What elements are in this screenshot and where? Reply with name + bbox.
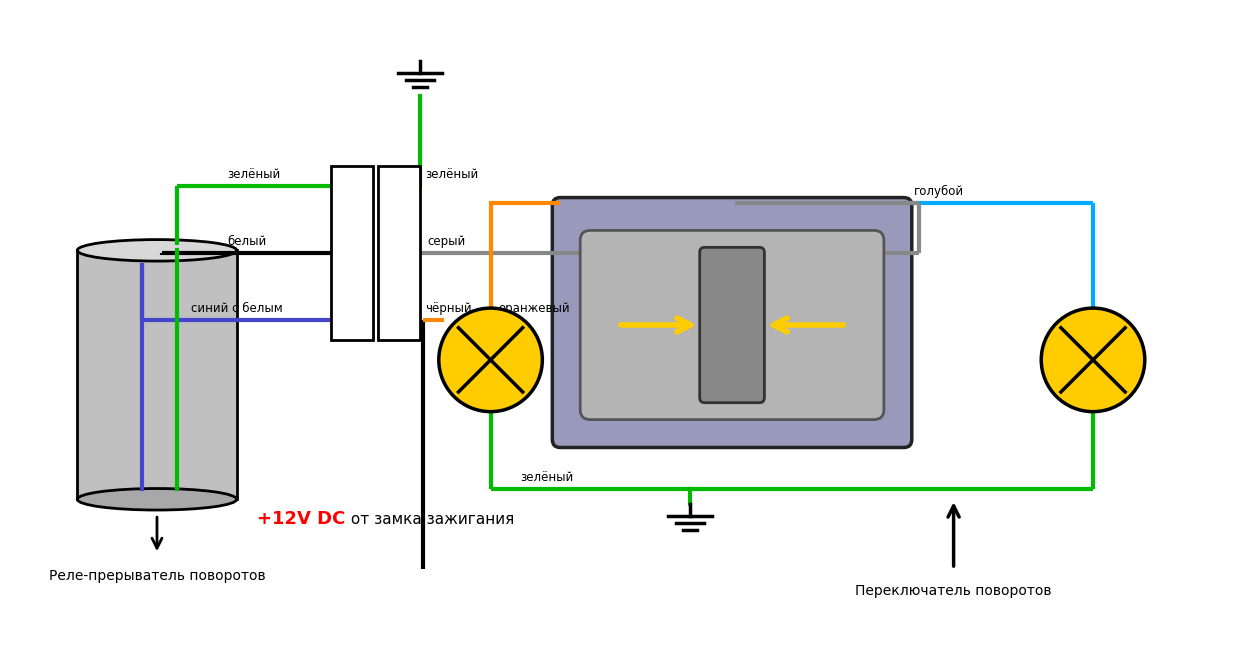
Circle shape <box>1041 308 1145 412</box>
FancyBboxPatch shape <box>331 165 372 340</box>
Ellipse shape <box>78 488 236 510</box>
Text: зелёный: зелёный <box>520 471 574 484</box>
Text: +12V DC: +12V DC <box>256 510 345 529</box>
Text: Переключатель поворотов: Переключатель поворотов <box>855 584 1051 598</box>
Text: Реле-прерыватель поворотов: Реле-прерыватель поворотов <box>49 569 265 583</box>
Text: зелёный: зелёный <box>228 167 281 181</box>
FancyBboxPatch shape <box>700 247 765 403</box>
FancyBboxPatch shape <box>378 165 420 340</box>
Text: чёрный: чёрный <box>425 302 471 315</box>
Text: белый: белый <box>228 235 266 248</box>
Text: синий с белым: синий с белым <box>191 302 282 315</box>
Ellipse shape <box>78 240 236 261</box>
Text: зелёный: зелёный <box>425 167 478 181</box>
Text: серый: серый <box>428 235 466 248</box>
Circle shape <box>439 308 542 412</box>
FancyBboxPatch shape <box>78 250 236 500</box>
Text: оранжевый: оранжевый <box>499 302 570 315</box>
FancyBboxPatch shape <box>580 231 884 420</box>
Text: голубой: голубой <box>914 185 964 198</box>
Text: от замка зажигания: от замка зажигания <box>346 511 515 527</box>
FancyBboxPatch shape <box>552 198 911 447</box>
